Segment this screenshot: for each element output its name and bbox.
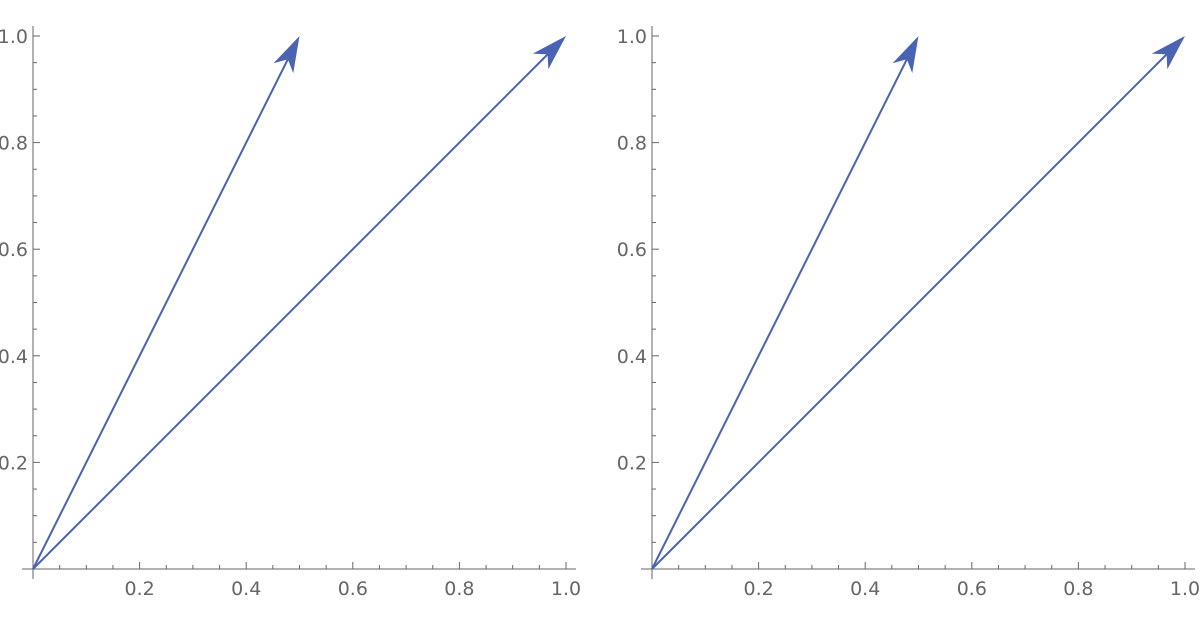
- plot-2: 0.2 0.4 0.6 0.8 1.0 0.2 0.4 0.6 0.8 1.0: [617, 26, 1200, 600]
- x-tick-label: 0.6: [957, 578, 987, 600]
- vector-shaft: [32, 58, 289, 570]
- y-tick-label: 1.0: [617, 26, 647, 48]
- x-tick-label: 0.2: [124, 578, 154, 600]
- y-tick-label: 0.4: [617, 346, 647, 368]
- vector-arrow: [651, 36, 919, 570]
- y-tick-label: 0.8: [0, 133, 28, 155]
- x-tick-label: 1.0: [1170, 578, 1200, 600]
- y-tick-label: 0.4: [0, 346, 28, 368]
- y-tick-label: 1.0: [0, 26, 28, 48]
- x-tick-label: 0.6: [338, 578, 368, 600]
- x-tick-label: 1.0: [551, 578, 581, 600]
- x-tick-label: 0.2: [743, 578, 773, 600]
- y-tick-label: 0.2: [0, 452, 28, 474]
- x-tick-label: 0.4: [231, 578, 261, 600]
- vector-arrow: [32, 36, 566, 570]
- arrowhead: [892, 36, 919, 74]
- y-tick-label: 0.6: [617, 239, 647, 261]
- vector-shaft: [651, 58, 908, 570]
- plot-1: 0.2 0.4 0.6 0.8 1.0 0.2 0.4 0.6 0.8 1.0: [0, 26, 581, 600]
- arrowhead: [273, 36, 300, 74]
- arrowhead: [532, 36, 566, 70]
- vector-shaft: [651, 53, 1168, 570]
- vector-arrow: [651, 36, 1185, 570]
- x-tick-label: 0.4: [850, 578, 880, 600]
- y-tick-label: 0.6: [0, 239, 28, 261]
- vector-shaft: [32, 53, 549, 570]
- vector-arrow: [32, 36, 300, 570]
- y-tick-label: 0.2: [617, 452, 647, 474]
- x-tick-label: 0.8: [444, 578, 474, 600]
- y-tick-label: 0.8: [617, 133, 647, 155]
- arrowhead: [1151, 36, 1185, 70]
- x-tick-label: 0.8: [1063, 578, 1093, 600]
